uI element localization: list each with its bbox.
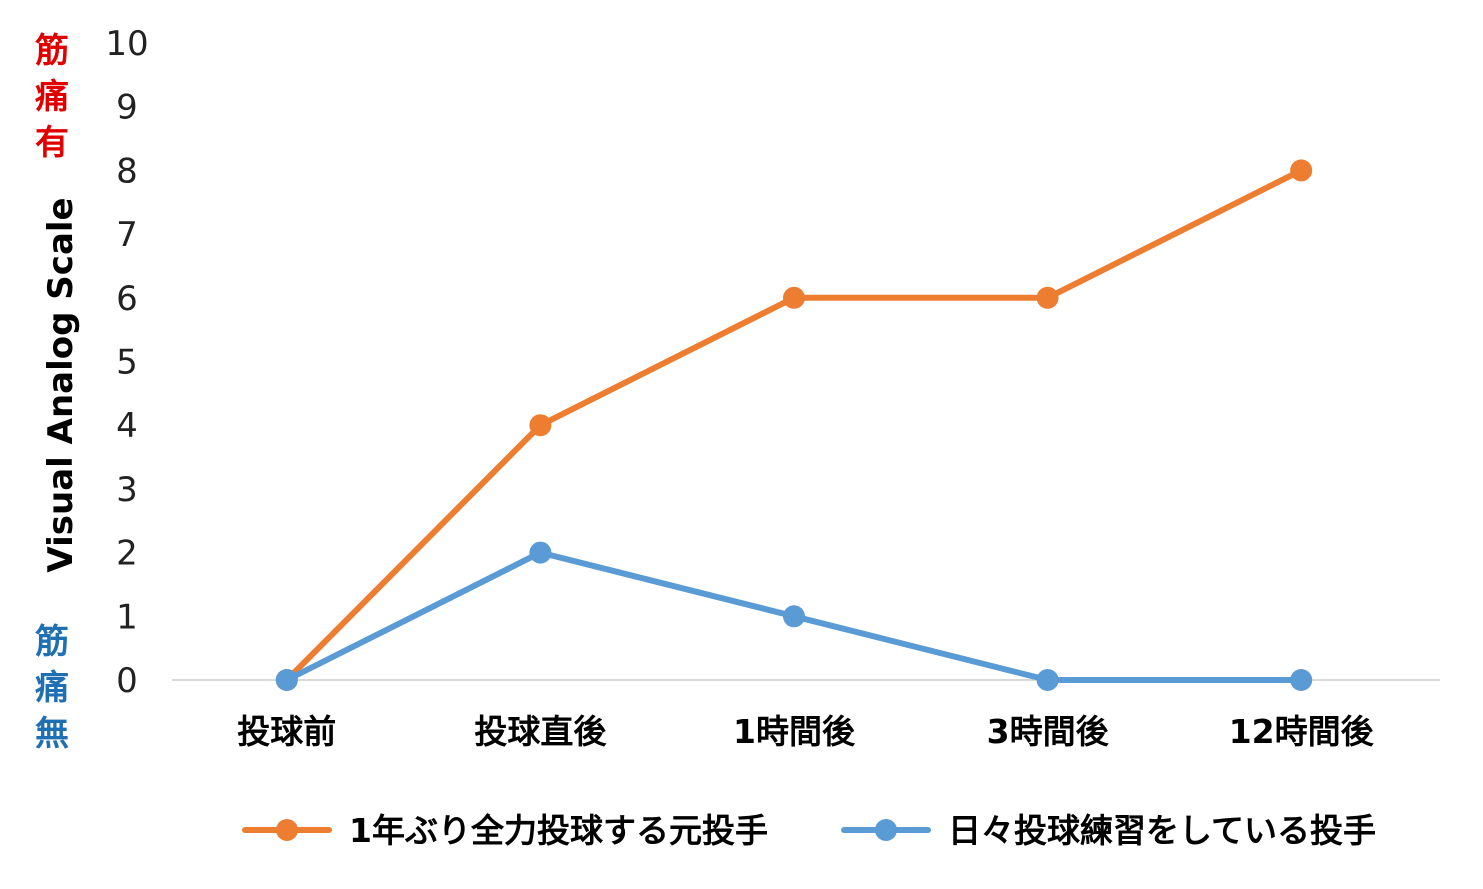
data-point [1036,286,1059,309]
legend-marker-icon [875,819,897,841]
y-axis-label: Visual Analog Scale [41,197,81,572]
y-tick-label: 4 [116,406,138,446]
legend: 1年ぶり全力投球する元投手 日々投球練習をしている投手 [242,811,1376,850]
annotation-pain-absent: 筋 痛 無 [35,622,69,754]
data-point [275,669,298,691]
data-point [529,541,552,564]
annotation-bottom-char: 無 [35,714,69,754]
legend-label: 日々投球練習をしている投手 [948,811,1376,850]
annotation-pain-present: 筋 痛 有 [35,31,69,163]
data-point [1036,669,1059,691]
data-point [1290,669,1313,691]
legend-item: 日々投球練習をしている投手 [841,811,1376,850]
y-tick-label: 1 [116,597,138,637]
annotation-top-char: 痛 [35,77,69,117]
x-tick-label: 12時間後 [1229,712,1375,751]
data-point [1290,159,1313,182]
series-group [275,541,1313,691]
data-point [783,605,805,628]
y-tick-label: 2 [116,534,138,574]
annotation-bottom-char: 痛 [35,668,69,708]
data-point [783,286,805,309]
legend-marker-icon [276,819,298,841]
legend-item: 1年ぶり全力投球する元投手 [242,811,768,850]
x-tick-label: 1時間後 [733,712,856,751]
legend-label: 1年ぶり全力投球する元投手 [349,811,768,850]
data-point [529,414,552,437]
y-tick-label: 9 [116,88,138,128]
y-tick-label: 0 [116,661,138,701]
annotation-top-char: 筋 [35,31,69,71]
y-tick-label: 8 [116,151,138,191]
x-tick-label: 3時間後 [987,712,1110,751]
y-tick-label: 7 [116,215,138,255]
y-tick-label: 3 [116,470,138,510]
x-tick-label: 投球直後 [474,712,607,751]
x-tick-label: 投球前 [237,712,336,751]
y-tick-label: 6 [116,279,138,319]
y-tick-label: 5 [116,343,138,383]
annotation-top-char: 有 [35,123,69,163]
annotation-bottom-char: 筋 [35,622,69,662]
y-tick-label: 10 [105,24,148,64]
